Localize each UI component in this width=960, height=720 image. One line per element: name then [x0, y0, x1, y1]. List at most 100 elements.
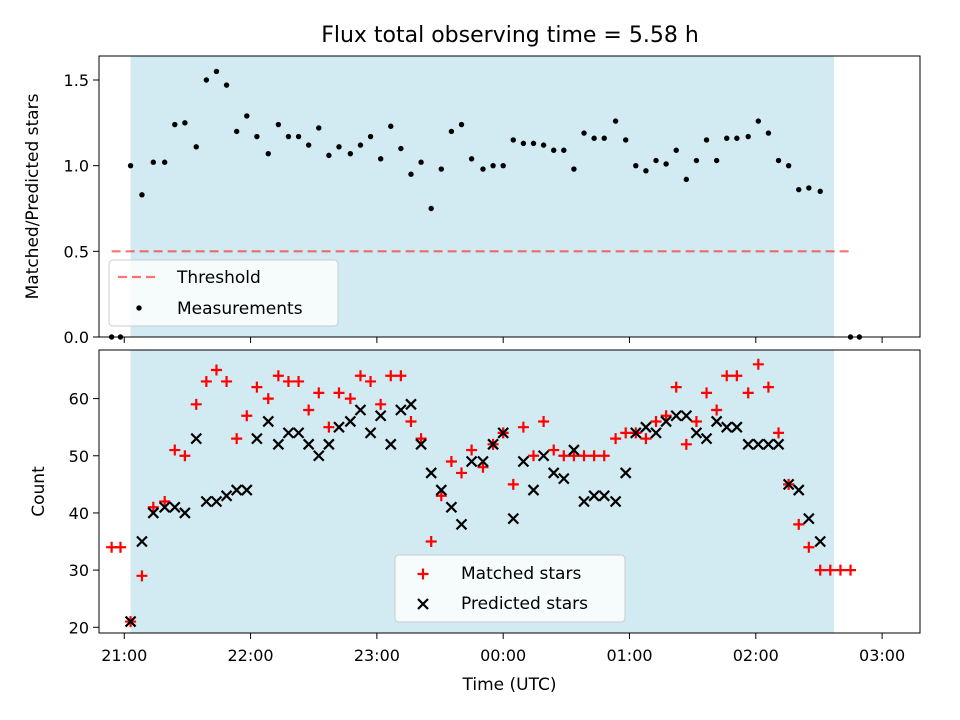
- matched-star-point: [159, 496, 171, 508]
- matched-star-point: [445, 455, 457, 467]
- measurement-point: [377, 156, 384, 162]
- measurement-point: [633, 162, 639, 169]
- predicted-star-point: [262, 415, 275, 428]
- predicted-star-point: [147, 507, 160, 519]
- matched-star-point: [344, 393, 356, 405]
- predicted-star-point: [507, 512, 520, 525]
- matched-star-point: [731, 370, 743, 382]
- predicted-star-point: [731, 421, 743, 433]
- bottom-x-tick-label: 03:00: [859, 646, 905, 665]
- measurement-point: [571, 166, 577, 172]
- predicted-star-point: [405, 398, 417, 411]
- threshold-legend-label: Threshold: [176, 268, 261, 288]
- bottom-y-tick-label: 40: [69, 504, 89, 523]
- matched-star-point: [558, 450, 570, 462]
- measurement-point: [139, 192, 145, 198]
- predicted-star-point: [251, 432, 263, 445]
- predicted-star-point: [803, 512, 815, 525]
- predicted-star-point: [752, 438, 765, 451]
- predicted-star-point: [158, 501, 171, 513]
- measurement-point: [500, 162, 506, 169]
- predicted-star-point: [124, 615, 137, 628]
- measurement-point: [765, 130, 772, 136]
- measurement-point: [540, 142, 547, 148]
- predicted-star-point: [302, 438, 315, 451]
- measurement-point: [683, 176, 690, 183]
- matched-star-point: [405, 415, 417, 427]
- matched-star-point: [690, 415, 702, 427]
- matched-star-point: [588, 450, 600, 462]
- matched-star-point: [845, 564, 857, 576]
- measurement-point: [347, 150, 354, 157]
- top-x-ticks: [123, 337, 883, 343]
- matched-star-point: [303, 404, 315, 416]
- matched-star-point: [660, 410, 672, 422]
- matched-star-point: [415, 433, 427, 445]
- matched-star-point: [578, 450, 590, 462]
- measurement-point: [285, 133, 292, 140]
- matched-star-point: [231, 433, 243, 445]
- matched-star-point: [293, 375, 305, 387]
- predicted-star-point: [650, 427, 662, 439]
- top-y-axis-label: Matched/Predicted stars: [23, 93, 43, 299]
- measurement-point: [233, 128, 240, 135]
- matched-star-point: [169, 444, 181, 456]
- predicted-star-point: [670, 409, 683, 422]
- bottom-y-tick-label: 20: [69, 618, 89, 637]
- predicted-star-point: [169, 501, 181, 513]
- predicted-star-point: [333, 421, 345, 433]
- measurement-point: [724, 135, 730, 141]
- matched-star-point: [114, 541, 126, 553]
- bottom-x-tick-label: 01:00: [606, 646, 652, 665]
- measurement-point: [561, 147, 567, 153]
- bottom-x-tick-label: 22:00: [228, 646, 274, 665]
- bottom-x-tick-label: 21:00: [101, 646, 147, 665]
- top-axes-frame: [98, 55, 921, 338]
- predicted-star-point: [364, 427, 377, 439]
- measurement-point: [591, 135, 597, 141]
- predicted-star-point: [384, 438, 397, 451]
- matched-star-point: [670, 381, 682, 393]
- measurement-point: [551, 147, 557, 153]
- measurement-point: [490, 162, 496, 169]
- matched-star-point: [385, 370, 397, 382]
- measurement-point: [127, 162, 134, 169]
- measurement-point: [275, 121, 282, 128]
- matched-star-point: [824, 564, 836, 576]
- matched-star-point: [680, 438, 692, 450]
- measurement-point: [254, 133, 260, 140]
- measurement-point: [398, 145, 404, 152]
- matched-star-point: [803, 541, 815, 553]
- matched-star-point: [507, 478, 519, 490]
- predicted-star-point: [136, 535, 148, 548]
- predicted-star-point: [200, 495, 213, 508]
- measurement-point: [775, 157, 782, 164]
- matched-star-point: [241, 410, 253, 422]
- predicted-star-point: [690, 427, 703, 439]
- predicted-star-point: [537, 449, 550, 462]
- measurement-point: [161, 159, 168, 165]
- matched-star-point: [221, 375, 233, 387]
- measurement-point: [745, 133, 751, 140]
- measurement-point: [203, 77, 210, 83]
- matched-star-point: [272, 370, 284, 382]
- predicted-star-point: [465, 455, 478, 468]
- measurement-point: [223, 82, 230, 88]
- measurement-point: [367, 133, 374, 140]
- bottom-y-tick-label: 30: [69, 561, 89, 580]
- matched-star-point: [814, 564, 826, 576]
- top-legend: Threshold Measurements: [108, 259, 339, 327]
- matched-star-point: [262, 393, 274, 405]
- predicted-star-point: [497, 427, 509, 439]
- predicted-star-point: [282, 427, 295, 439]
- top-y-tick-label: 0.5: [64, 242, 89, 261]
- measurement-point: [520, 140, 527, 147]
- measurement-point: [612, 118, 619, 124]
- predicted-star-point: [190, 432, 203, 445]
- predicted-star-point: [814, 535, 826, 548]
- measurement-point: [785, 162, 792, 169]
- matched-star-point: [282, 375, 294, 387]
- matched-star-point: [147, 501, 159, 513]
- measurement-point: [326, 152, 332, 159]
